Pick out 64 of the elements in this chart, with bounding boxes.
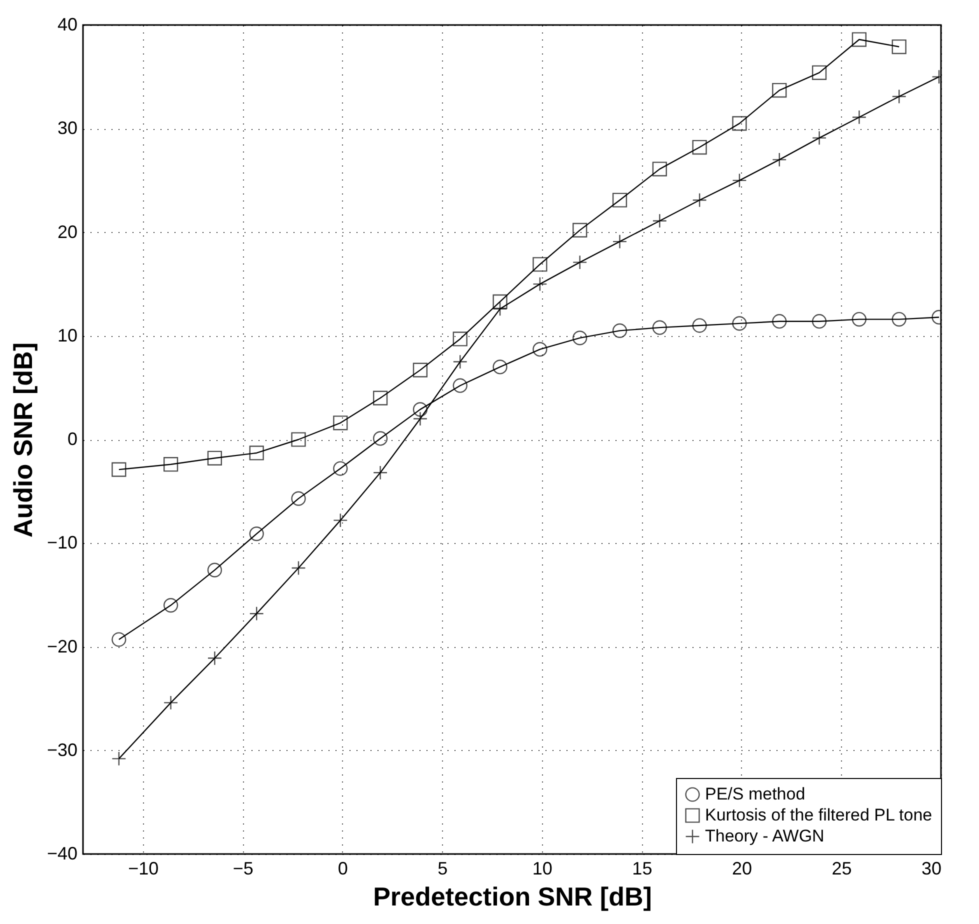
point (772, 82, 787, 98)
point (207, 450, 222, 466)
legend-label: Theory - AWGN (705, 826, 824, 846)
x-tick-label: 30 (921, 858, 942, 878)
point (412, 362, 428, 378)
legend-label: PE/S method (705, 784, 806, 804)
point (452, 332, 468, 346)
point (612, 323, 628, 338)
legend-label: Kurtosis of the filtered PL tone (705, 806, 932, 824)
point (812, 65, 827, 80)
point (112, 632, 126, 647)
point (291, 491, 306, 506)
point (852, 312, 866, 327)
point (452, 378, 468, 393)
x-tick-label: 10 (532, 858, 552, 878)
y-tick-label: −30 (46, 740, 78, 760)
point (492, 294, 508, 309)
point (249, 446, 264, 460)
point (852, 32, 866, 47)
y-tick-label: 30 (57, 118, 78, 138)
point (291, 432, 306, 447)
point (692, 140, 707, 155)
y-axis-title: Audio SNR [dB] (8, 342, 38, 538)
point (572, 330, 588, 346)
point (572, 222, 588, 238)
point (373, 431, 388, 446)
x-tick-label: 20 (732, 858, 752, 878)
x-tick-label: 15 (632, 858, 652, 878)
y-tick-label: 20 (57, 222, 78, 242)
point (112, 462, 126, 477)
point (207, 562, 222, 578)
point (412, 402, 428, 417)
x-tick-label: 0 (338, 858, 348, 878)
point (291, 560, 306, 576)
point (163, 457, 178, 472)
x-axis-title: Predetection SNR [dB] (373, 882, 652, 912)
point (163, 598, 178, 613)
point (652, 320, 667, 335)
y-tick-label: 0 (67, 429, 78, 449)
y-tick-label: 40 (57, 14, 78, 34)
y-tick-label: −10 (46, 532, 78, 553)
point (532, 257, 548, 272)
point (892, 39, 906, 54)
point (652, 162, 667, 176)
x-tick-label: −5 (232, 858, 254, 878)
point (812, 314, 827, 329)
x-tick-label: 25 (832, 858, 852, 878)
point (692, 318, 707, 333)
point (772, 314, 787, 329)
y-tick-label: −20 (46, 636, 78, 656)
point (333, 461, 348, 476)
x-tick-label: −10 (128, 858, 159, 878)
y-tick-label: −40 (46, 844, 78, 864)
point (892, 312, 906, 327)
point (492, 360, 508, 374)
point (249, 526, 264, 542)
x-tick-label: 5 (438, 858, 448, 878)
point (732, 316, 747, 331)
y-tick-label: 10 (57, 325, 78, 346)
point (732, 116, 747, 131)
point (532, 342, 548, 357)
point (612, 192, 628, 208)
point (333, 416, 348, 430)
point (373, 390, 388, 406)
